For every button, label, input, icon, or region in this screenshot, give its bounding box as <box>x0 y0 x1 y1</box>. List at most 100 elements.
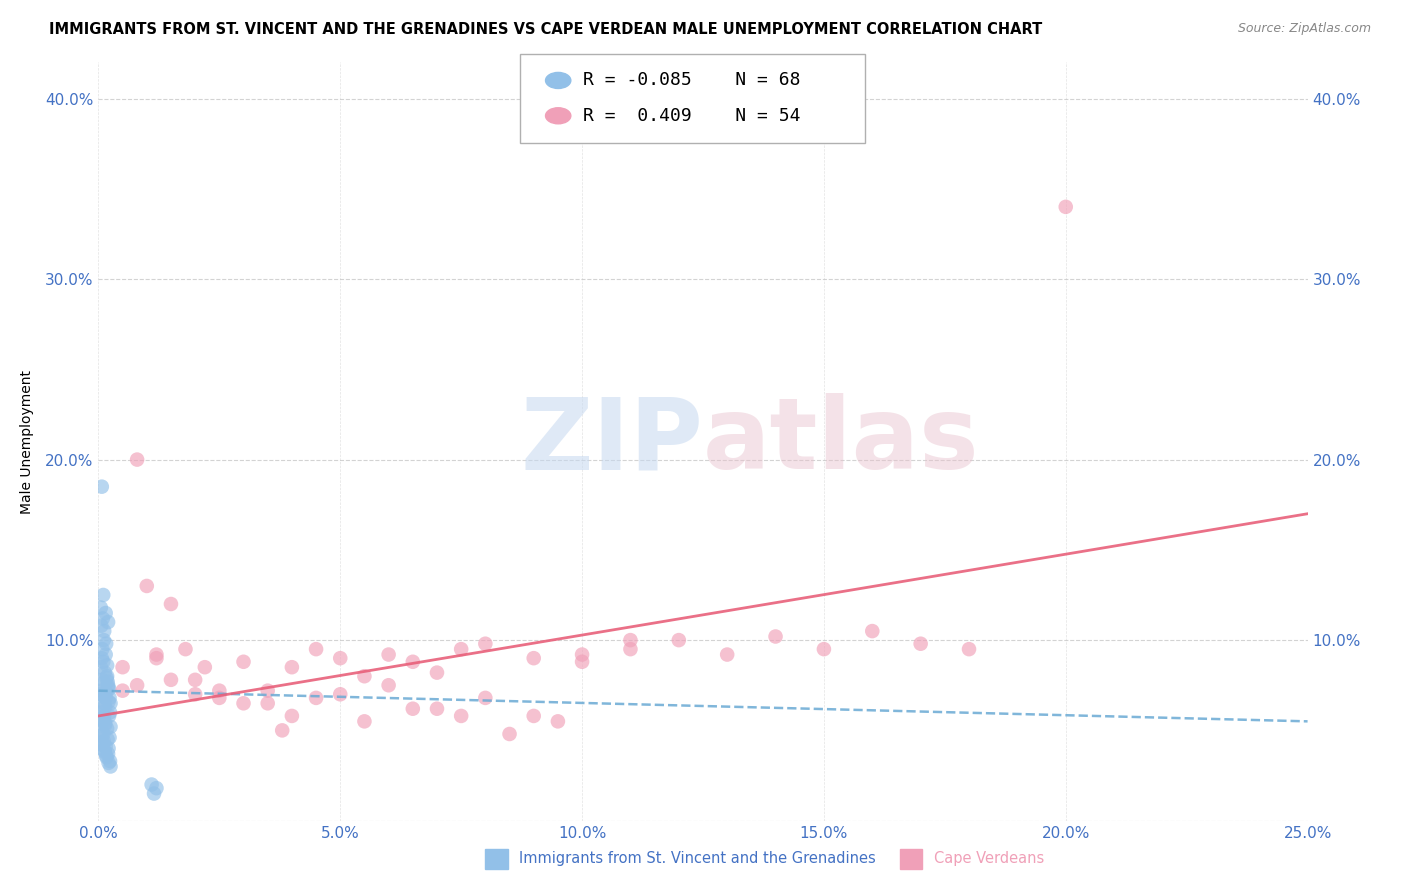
Point <box>94 699 117 714</box>
Point <box>97 747 120 761</box>
Point <box>96 748 118 763</box>
Point <box>145 781 167 796</box>
Point <box>127 678 149 692</box>
Text: R =  0.409    N = 54: R = 0.409 N = 54 <box>583 107 801 125</box>
Point <box>523 709 546 723</box>
Point <box>97 674 120 689</box>
Point <box>329 651 352 665</box>
Point <box>160 673 183 687</box>
Point <box>91 642 114 657</box>
Point <box>91 714 114 729</box>
Point <box>184 687 207 701</box>
Point <box>668 633 690 648</box>
Point <box>97 732 120 747</box>
Point <box>93 633 115 648</box>
Text: Source: ZipAtlas.com: Source: ZipAtlas.com <box>1237 22 1371 36</box>
Point <box>93 743 115 757</box>
Y-axis label: Male Unemployment: Male Unemployment <box>20 369 34 514</box>
Point <box>208 683 231 698</box>
Point <box>93 689 115 703</box>
Point <box>547 714 569 729</box>
Point <box>93 624 115 639</box>
Point <box>232 696 254 710</box>
Point <box>97 678 120 692</box>
Text: ZIP: ZIP <box>520 393 703 490</box>
Point <box>97 694 120 708</box>
Point <box>91 655 114 669</box>
Point <box>910 637 932 651</box>
Point <box>184 673 207 687</box>
Point <box>402 702 425 716</box>
Point <box>90 480 112 494</box>
Point <box>256 683 278 698</box>
Point <box>96 685 118 699</box>
Point <box>305 690 328 705</box>
Point <box>271 723 294 738</box>
Point <box>98 754 121 768</box>
Point <box>91 611 114 625</box>
Point <box>93 687 115 701</box>
Point <box>91 588 114 602</box>
Point <box>860 624 883 639</box>
Point <box>111 660 134 674</box>
Point <box>523 651 546 665</box>
Point <box>450 642 472 657</box>
Point <box>97 741 120 756</box>
Point <box>97 756 120 770</box>
Point <box>91 727 114 741</box>
Point <box>571 655 593 669</box>
Point <box>91 706 114 720</box>
Point <box>93 745 115 759</box>
Point <box>619 633 641 648</box>
Point <box>160 597 183 611</box>
Point <box>93 665 115 680</box>
Point <box>94 690 117 705</box>
Point <box>716 648 738 662</box>
Point <box>93 709 115 723</box>
Point <box>98 690 121 705</box>
Point <box>98 731 121 745</box>
Point <box>141 778 163 792</box>
Point <box>135 579 157 593</box>
Point <box>377 678 399 692</box>
Point <box>98 709 121 723</box>
Point <box>127 452 149 467</box>
Point <box>145 648 167 662</box>
Point <box>90 660 112 674</box>
Point <box>97 615 120 629</box>
Point <box>90 600 112 615</box>
Text: Cape Verdeans: Cape Verdeans <box>934 852 1043 866</box>
Point <box>353 669 375 683</box>
Point <box>281 660 304 674</box>
Point <box>100 759 122 773</box>
Point <box>90 683 112 698</box>
Point <box>426 702 449 716</box>
Point <box>90 702 112 716</box>
Point <box>94 648 117 662</box>
Point <box>111 683 134 698</box>
Point <box>957 642 980 657</box>
Point <box>93 734 115 748</box>
Point <box>91 676 114 690</box>
Point <box>474 637 496 651</box>
Point <box>96 658 118 673</box>
Point <box>426 665 449 680</box>
Point <box>97 680 120 694</box>
Text: Immigrants from St. Vincent and the Grenadines: Immigrants from St. Vincent and the Gren… <box>519 852 876 866</box>
Point <box>474 690 496 705</box>
Point <box>94 718 117 732</box>
Point <box>194 660 217 674</box>
Point <box>619 642 641 657</box>
Point <box>813 642 835 657</box>
Point <box>256 696 278 710</box>
Point <box>91 738 114 752</box>
Point <box>281 709 304 723</box>
Point <box>94 606 117 620</box>
Text: IMMIGRANTS FROM ST. VINCENT AND THE GRENADINES VS CAPE VERDEAN MALE UNEMPLOYMENT: IMMIGRANTS FROM ST. VINCENT AND THE GREN… <box>49 22 1042 37</box>
Point <box>91 673 114 687</box>
Text: R = -0.085    N = 68: R = -0.085 N = 68 <box>583 71 801 89</box>
Point <box>91 736 114 750</box>
Point <box>402 655 425 669</box>
Point <box>208 690 231 705</box>
Point <box>96 671 118 685</box>
